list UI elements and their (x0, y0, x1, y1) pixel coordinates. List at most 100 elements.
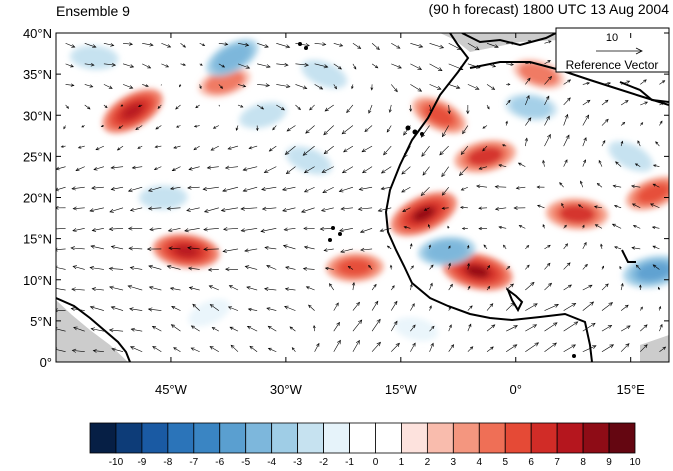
wind-vector-head (244, 42, 250, 47)
wind-vector-head (383, 151, 388, 156)
wind-vector (620, 140, 624, 147)
wind-vector (601, 118, 609, 126)
anomaly-contour (338, 259, 372, 276)
wind-vector-head (658, 305, 662, 309)
wind-vector-head (542, 159, 546, 164)
wind-vector (180, 63, 186, 66)
wind-vector (652, 264, 660, 270)
wind-vector-shaft (103, 42, 114, 46)
colorbar-swatch (271, 422, 299, 454)
wind-vector-head (439, 151, 444, 156)
wind-vector-shaft (333, 63, 342, 70)
wind-vector (486, 285, 491, 291)
wind-vector-head (264, 44, 269, 48)
wind-vector-head (302, 266, 308, 271)
wind-vector-head (192, 303, 197, 308)
wind-vector-head (329, 283, 333, 287)
wind-vector (333, 84, 337, 90)
wind-vector-head (622, 121, 626, 125)
wind-vector (305, 125, 315, 134)
anomaly-contour (217, 47, 247, 69)
wind-vector-head (187, 266, 193, 271)
wind-vector-head (145, 84, 149, 87)
wind-vector (428, 244, 432, 249)
wind-vector (503, 244, 507, 250)
wind-vector (410, 324, 416, 332)
wind-vector-shaft (276, 63, 289, 66)
wind-vector-shaft (640, 306, 643, 311)
wind-vector-shaft (89, 207, 104, 212)
wind-vector (619, 265, 622, 270)
wind-vector-shaft (260, 228, 277, 232)
wind-vector-head (375, 46, 380, 51)
wind-vector-head (402, 208, 407, 212)
anomaly-contour (290, 149, 328, 172)
wind-vector-head (110, 43, 115, 47)
x-tick-label: 15°W (385, 382, 418, 397)
wind-vector-head (111, 347, 116, 352)
wind-vector-head (146, 247, 152, 252)
wind-vector-shaft (333, 322, 340, 332)
wind-vector (601, 140, 606, 147)
wind-vector (187, 266, 200, 271)
colorbar-swatch (297, 422, 324, 454)
anomaly-field (69, 38, 669, 342)
wind-vector-head (260, 106, 265, 110)
wind-vector-shaft (194, 125, 200, 127)
wind-vector (261, 186, 277, 191)
wind-vector (620, 325, 631, 332)
wind-vector-head (409, 243, 413, 247)
wind-vector-head (412, 342, 416, 347)
wind-vector-shaft (442, 187, 449, 196)
wind-vector (563, 303, 577, 311)
wind-vector (386, 125, 392, 133)
wind-vector (486, 324, 496, 332)
wind-vector-head (536, 185, 540, 189)
wind-vector-shaft (261, 186, 277, 190)
wind-vector-shaft (111, 166, 124, 169)
wind-vector-shaft (91, 328, 104, 332)
wind-vector-shaft (420, 187, 430, 196)
wind-vector (544, 262, 551, 270)
wind-vector-head (566, 97, 571, 102)
wind-vector-head (577, 204, 582, 208)
wind-vector (460, 205, 468, 210)
wind-vector-shaft (148, 308, 162, 311)
wind-vector-head (312, 324, 316, 329)
anomaly-blob (622, 255, 669, 288)
wind-vector-shaft (601, 119, 609, 126)
wind-vector (448, 344, 455, 352)
wind-vector-shaft (525, 282, 535, 291)
wind-vector (563, 284, 572, 291)
wind-vector-shaft (56, 228, 66, 230)
wind-vector-shaft (223, 228, 239, 230)
wind-vector-shaft (544, 76, 552, 85)
wind-vector (261, 206, 277, 211)
wind-vector-shaft (282, 207, 296, 212)
wind-vector (631, 184, 641, 188)
wind-vector-shaft (65, 104, 69, 109)
wind-vector (227, 145, 239, 150)
colorbar-label: 1 (399, 457, 405, 468)
wind-vector-head (631, 184, 635, 188)
wind-vector (401, 186, 411, 193)
wind-vector (323, 248, 334, 252)
wind-vector-shaft (429, 326, 435, 332)
wind-vector (467, 262, 470, 270)
wind-vector-head (323, 149, 329, 155)
wind-vector (175, 104, 181, 110)
wind-vector (65, 104, 70, 109)
wind-vector-head (284, 305, 289, 310)
wind-vector (284, 305, 296, 311)
wind-vector (351, 84, 354, 90)
wind-vector-shaft (72, 228, 85, 232)
wind-vector-shaft (503, 244, 507, 250)
wind-vector (324, 266, 334, 271)
wind-vector-shaft (525, 138, 528, 147)
wind-vector-shaft (61, 145, 66, 148)
wind-vector (466, 104, 470, 115)
wind-vector (244, 265, 258, 270)
wind-vector (180, 43, 186, 48)
wind-vector (312, 324, 316, 332)
wind-vector-shaft (272, 125, 277, 131)
